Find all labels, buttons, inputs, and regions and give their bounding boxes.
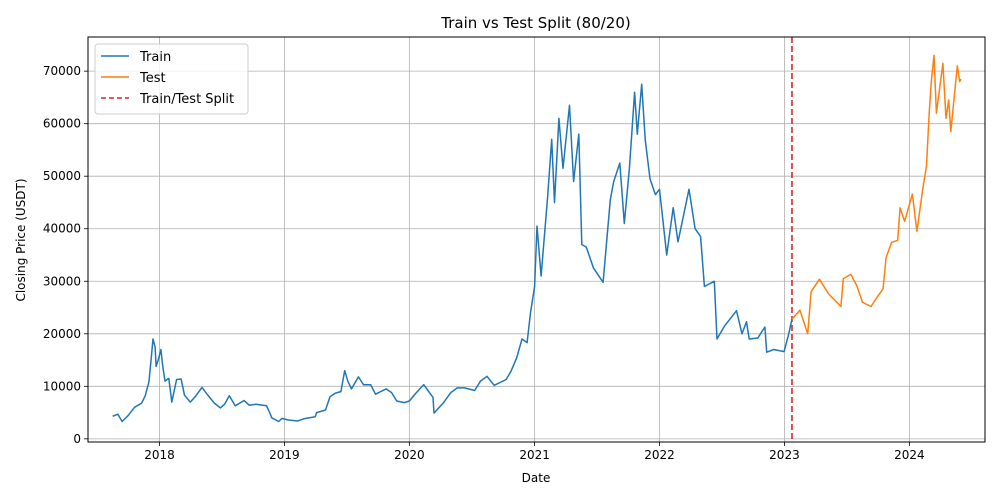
- plot-frame: [87, 36, 986, 443]
- y-tick-label: 0: [73, 432, 81, 446]
- legend-box: [94, 43, 249, 115]
- y-tick-label: 40000: [43, 222, 81, 236]
- x-tick-label: 2018: [144, 448, 175, 462]
- grid-lines: [88, 37, 985, 442]
- y-tick-label: 70000: [43, 64, 81, 78]
- x-tick-label: 2020: [394, 448, 425, 462]
- x-axis: 2018 2019 2020 2021 2022 2023 2024: [144, 442, 925, 462]
- y-axis-label: Closing Price (USDT): [14, 178, 28, 301]
- x-tick-label: 2019: [269, 448, 300, 462]
- legend: Train Test Train/Test Split: [94, 43, 249, 115]
- series-layer: [112, 54, 962, 423]
- legend-label-split: Train/Test Split: [139, 92, 234, 107]
- x-tick-label: 2021: [519, 448, 550, 462]
- x-tick-label: 2023: [769, 448, 800, 462]
- y-tick-label: 60000: [43, 117, 81, 131]
- series-line-test: [791, 54, 962, 335]
- x-tick-label: 2024: [894, 448, 925, 462]
- y-tick-label: 30000: [43, 274, 81, 288]
- y-tick-label: 20000: [43, 327, 81, 341]
- series-line-train: [112, 83, 793, 423]
- chart-title: Train vs Test Split (80/20): [440, 14, 631, 32]
- y-axis: 0 10000 20000 30000 40000 50000 60000 70000: [43, 64, 88, 446]
- x-axis-label: Date: [522, 471, 551, 485]
- x-tick-label: 2022: [644, 448, 675, 462]
- y-tick-label: 50000: [43, 169, 81, 183]
- legend-label-test: Test: [139, 71, 166, 86]
- y-tick-label: 10000: [43, 379, 81, 393]
- legend-label-train: Train: [139, 50, 171, 65]
